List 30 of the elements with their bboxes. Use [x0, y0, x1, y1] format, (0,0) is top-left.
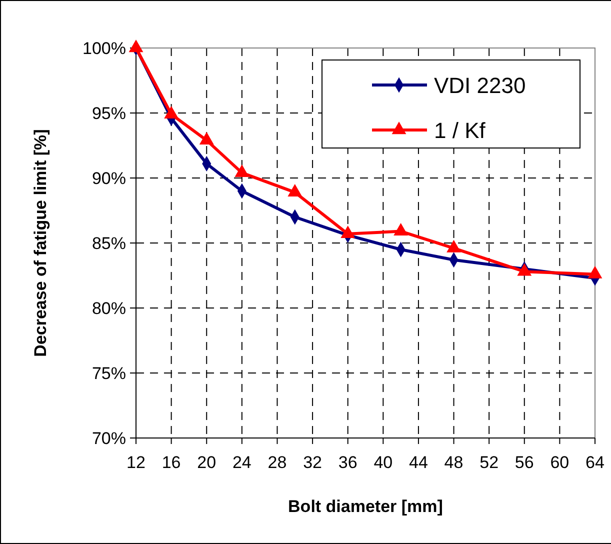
x-tick-label: 20 — [197, 453, 216, 472]
y-tick-label: 70% — [92, 429, 126, 448]
y-tick-label: 80% — [92, 299, 126, 318]
x-tick-label: 44 — [409, 453, 428, 472]
x-tick-label: 32 — [303, 453, 322, 472]
y-tick-label: 95% — [92, 104, 126, 123]
x-tick-label: 12 — [126, 453, 146, 472]
y-tick-label: 90% — [92, 169, 126, 188]
y-tick-label: 85% — [92, 234, 126, 253]
point — [288, 184, 302, 196]
legend-label: 1 / Kf — [434, 118, 486, 143]
legend-label: VDI 2230 — [434, 73, 526, 98]
y-tick-label: 100% — [82, 39, 126, 58]
x-tick-label: 64 — [586, 453, 604, 472]
x-tick-label: 52 — [480, 453, 499, 472]
x-tick-label: 40 — [374, 453, 393, 472]
y-tick-label: 75% — [92, 364, 126, 383]
x-tick-label: 24 — [232, 453, 252, 472]
point — [164, 106, 179, 118]
point — [234, 164, 250, 177]
x-tick-label: 28 — [268, 453, 287, 472]
x-tick-label: 56 — [514, 453, 534, 472]
x-tick-label: 48 — [444, 453, 464, 472]
x-tick-label: 60 — [550, 453, 570, 472]
point — [340, 226, 356, 238]
y-axis-title: Decrease of fatigue limit [%] — [31, 129, 50, 357]
x-axis-title: Bolt diameter [mm] — [288, 497, 443, 516]
x-tick-label: 36 — [338, 453, 358, 472]
x-tick-label: 16 — [162, 453, 181, 472]
point — [199, 132, 214, 144]
